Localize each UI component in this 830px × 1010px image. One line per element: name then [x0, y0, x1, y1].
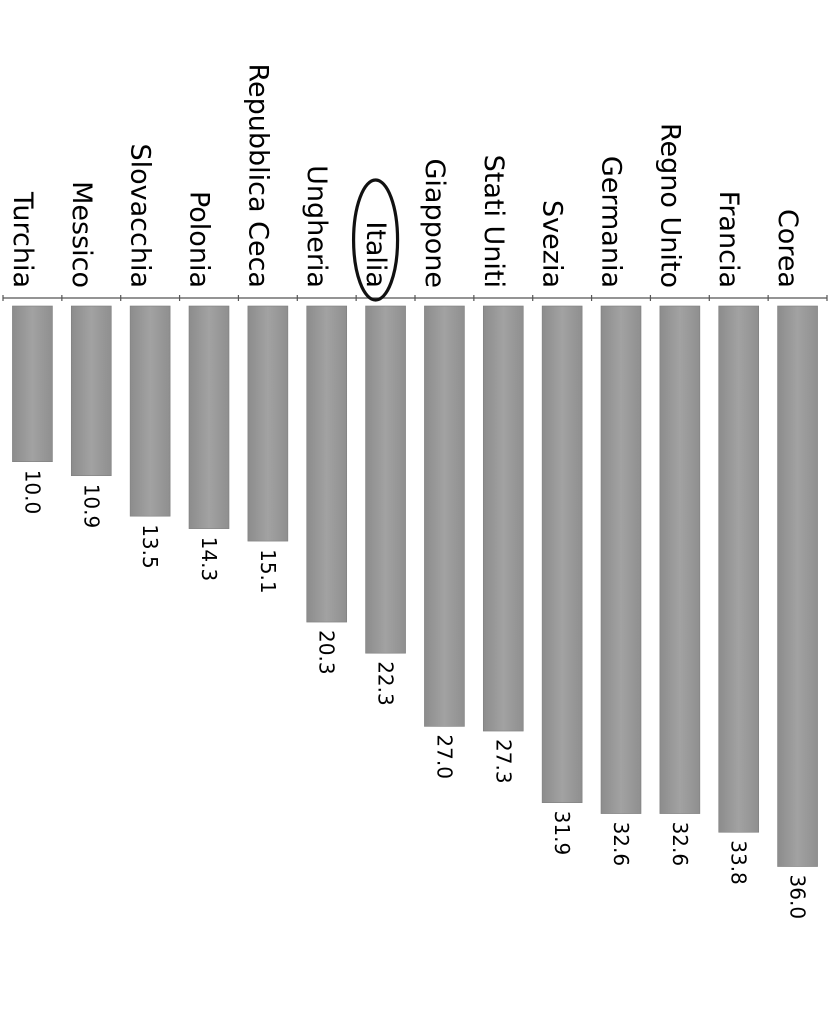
category-labels: Turchia Messico Slovacchia Polonia Repubblic…	[7, 63, 803, 302]
value-label: 20.3	[315, 630, 339, 675]
bar	[541, 305, 583, 803]
value-label: 14.3	[197, 537, 221, 582]
value-labels: 10.0 10.9 13.5 14.3 15.1 20.3 22.3 27.0 27.3 31.9…	[20, 470, 809, 919]
category-label: Germania	[596, 156, 627, 288]
value-label: 15.1	[256, 549, 280, 594]
value-label: 27.3	[491, 739, 515, 784]
bar	[129, 305, 171, 517]
bar	[12, 305, 53, 462]
axis-ticks	[2, 295, 828, 301]
value-label: 10.9	[79, 484, 103, 529]
bar	[70, 305, 112, 477]
category-label: Regno Unito	[654, 123, 685, 288]
bar	[482, 305, 524, 732]
highlight-ellipse	[351, 178, 400, 302]
category-label: Stati Uniti	[478, 155, 509, 288]
value-label: 32.6	[609, 822, 633, 867]
value-label: 22.3	[374, 661, 398, 706]
value-label: 36.0	[786, 875, 810, 920]
bar	[188, 305, 230, 529]
value-label: 13.5	[138, 524, 162, 569]
bar	[777, 305, 818, 867]
category-label: Italia	[360, 221, 391, 288]
value-label: 27.0	[432, 734, 456, 779]
bar	[365, 305, 406, 654]
value-label: 10.0	[20, 470, 44, 515]
bar	[659, 305, 701, 814]
bar	[247, 305, 289, 542]
category-label: Turchia	[7, 191, 38, 288]
category-label: Giappone	[419, 158, 450, 288]
value-label: 31.9	[550, 811, 574, 856]
category-label: Repubblica Ceca	[242, 63, 273, 288]
category-label: Slovacchia	[125, 143, 156, 288]
bars-group	[12, 305, 818, 867]
bar	[424, 305, 465, 727]
category-label: Ungheria	[301, 165, 332, 288]
category-label: Polonia	[184, 191, 215, 288]
bar	[718, 305, 760, 833]
category-label: Francia	[713, 191, 744, 288]
category-label: Corea	[772, 209, 803, 288]
category-label: Messico	[66, 181, 97, 288]
bar	[306, 305, 348, 623]
value-label: 33.8	[727, 840, 751, 885]
bar	[600, 305, 642, 814]
value-label: 32.6	[668, 822, 692, 867]
category-label: Svezia	[537, 200, 568, 288]
